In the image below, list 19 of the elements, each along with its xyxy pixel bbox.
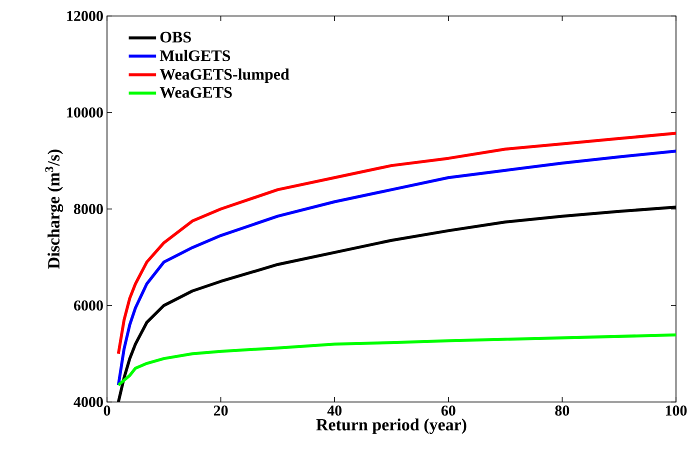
- legend-label: WeaGETS: [160, 87, 232, 98]
- x-axis-title: Return period (year): [316, 418, 466, 434]
- x-tick-label: 0: [104, 406, 110, 416]
- x-tick-label: 80: [555, 406, 570, 416]
- legend-label: WeaGETS-lumped: [160, 68, 290, 83]
- legend-label: OBS: [160, 32, 191, 43]
- y-tick-label: 4000: [74, 396, 103, 408]
- y-tick-label: 8000: [74, 204, 103, 214]
- y-tick-label: 12000: [67, 10, 103, 22]
- line-series: [116, 150, 676, 387]
- x-tick-label: 100: [666, 406, 687, 416]
- legend-label: MulGETS: [160, 50, 230, 62]
- y-tick-label: 6000: [74, 300, 103, 311]
- x-tick-label: 60: [441, 406, 456, 416]
- y-tick-label: 10000: [67, 107, 103, 118]
- line-series: [116, 132, 676, 356]
- x-tick-label: 40: [327, 406, 342, 416]
- x-tick-label: 20: [214, 406, 228, 416]
- y-axis-title: Discharge (m$^{3}$/s): [45, 150, 64, 269]
